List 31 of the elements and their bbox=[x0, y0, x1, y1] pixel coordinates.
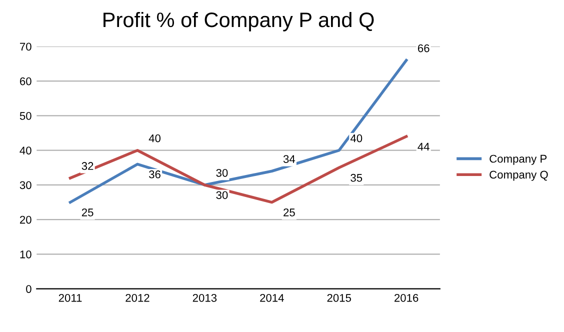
line-series bbox=[68, 58, 408, 204]
legend-label: Company Q bbox=[490, 170, 548, 181]
y-tick-label: 40 bbox=[20, 146, 32, 154]
data-label: 35 bbox=[350, 174, 362, 182]
y-tick-label: 50 bbox=[20, 112, 32, 120]
data-label: 34 bbox=[283, 155, 296, 163]
data-label: 36 bbox=[149, 170, 160, 178]
chart-title: Profit % of Company P and Q bbox=[104, 12, 374, 32]
x-tick-label: 2014 bbox=[260, 294, 284, 302]
data-label: 32 bbox=[82, 162, 94, 170]
data-label: 25 bbox=[82, 208, 94, 216]
data-label: 40 bbox=[148, 134, 161, 142]
data-label: 30 bbox=[216, 168, 228, 177]
x-tick-label: 2013 bbox=[192, 294, 217, 302]
data-label: 44 bbox=[418, 142, 430, 150]
y-tick-label: 10 bbox=[20, 250, 32, 258]
x-tick-label: 2012 bbox=[126, 294, 150, 302]
line-series bbox=[68, 135, 408, 204]
y-tick-label: 60 bbox=[20, 77, 32, 86]
y-tick-label: 70 bbox=[20, 42, 32, 51]
data-label: 30 bbox=[216, 191, 228, 200]
x-tick-label: 2015 bbox=[327, 294, 351, 302]
y-tick-label: 20 bbox=[20, 216, 32, 224]
x-tick-label: 2011 bbox=[58, 294, 82, 302]
data-label: 25 bbox=[284, 208, 295, 216]
legend-label: Company P bbox=[490, 154, 547, 165]
x-tick-label: 2016 bbox=[394, 294, 418, 302]
data-label: 66 bbox=[418, 44, 430, 52]
data-label: 40 bbox=[350, 134, 362, 142]
y-tick-label: 0 bbox=[26, 285, 32, 293]
y-tick-label: 30 bbox=[20, 181, 32, 190]
